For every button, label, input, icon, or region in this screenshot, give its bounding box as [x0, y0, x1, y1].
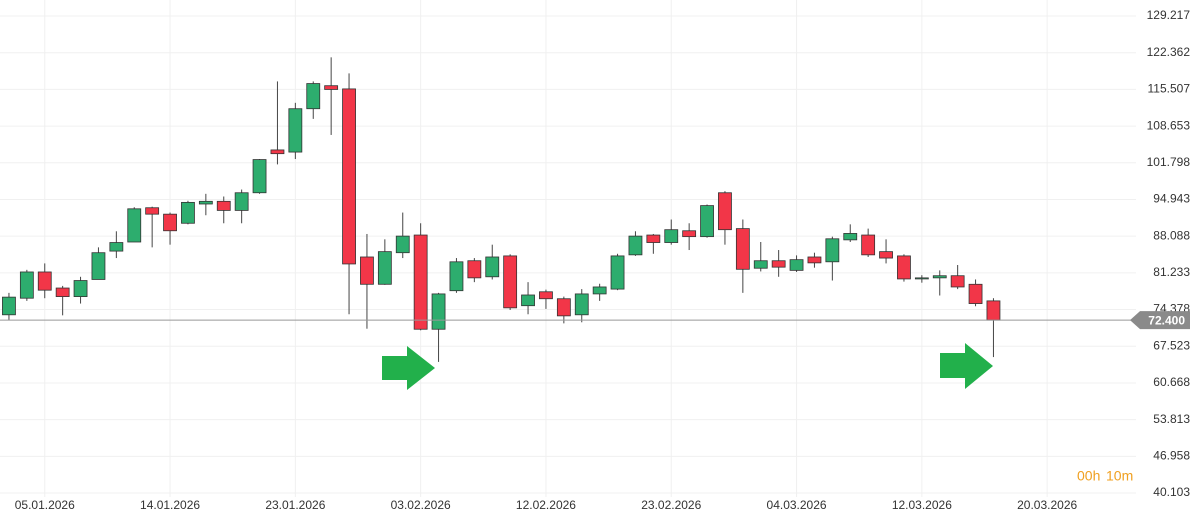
candle-body — [539, 291, 553, 300]
y-tick-label: 122.362 — [1147, 45, 1191, 59]
candle-body — [843, 233, 858, 241]
candle-body — [485, 256, 500, 278]
y-tick-label: 94.943 — [1153, 192, 1190, 206]
candle-body — [718, 192, 732, 231]
y-tick-label: 81.233 — [1153, 265, 1190, 279]
candle-body — [807, 256, 822, 264]
candle-body — [306, 83, 321, 110]
x-tick-label: 12.02.2026 — [516, 498, 576, 512]
candle-body — [91, 252, 106, 280]
candle-body — [914, 277, 929, 280]
y-tick-label: 115.507 — [1148, 82, 1191, 96]
candle-body — [360, 256, 374, 285]
candle-body — [897, 255, 911, 280]
candle-body — [181, 201, 195, 224]
current-price-label: 72.400 — [1148, 313, 1185, 327]
candle-body — [109, 242, 124, 252]
candle-body — [789, 259, 804, 271]
annotation-arrow — [940, 343, 993, 389]
y-tick-label: 67.523 — [1153, 338, 1190, 352]
y-tick-label: 88.088 — [1153, 228, 1190, 242]
candle-body — [986, 300, 1001, 321]
candle-body — [771, 260, 786, 268]
candle-body — [449, 261, 464, 292]
x-tick-label: 03.02.2026 — [391, 498, 451, 512]
annotation-arrow — [382, 346, 435, 390]
candle-body — [861, 234, 876, 256]
x-tick-label: 05.01.2026 — [15, 498, 75, 512]
candle-body — [234, 192, 249, 211]
candle-body — [825, 238, 840, 263]
x-tick-label: 23.02.2026 — [641, 498, 701, 512]
candle-body — [682, 230, 697, 238]
candle-body — [127, 208, 142, 243]
timer-hours: 00h — [1077, 468, 1100, 484]
candle-body — [324, 85, 339, 90]
y-tick-label: 40.103 — [1153, 485, 1190, 499]
candle-body — [932, 275, 947, 279]
candle-body — [55, 287, 70, 297]
overlay: 129.217 122.362 115.507 108.653 101.798 94.94… — [0, 8, 1190, 512]
y-tick-label: 101.798 — [1147, 155, 1191, 169]
x-tick-label: 04.03.2026 — [767, 498, 827, 512]
candle-body — [556, 298, 571, 317]
candle-body — [19, 271, 34, 299]
candle-body — [252, 159, 267, 194]
candle-body — [753, 260, 768, 269]
candle-body — [270, 149, 285, 155]
candle-body — [467, 260, 482, 279]
y-tick-label: 129.217 — [1147, 8, 1191, 22]
candle-body — [735, 228, 750, 270]
candles — [2, 57, 1001, 362]
candle-body — [163, 213, 177, 232]
candle-body — [198, 200, 213, 205]
y-tick-label: 108.653 — [1147, 118, 1191, 132]
candle-body — [879, 251, 893, 259]
candle-body — [288, 108, 303, 153]
candle-body — [628, 235, 643, 256]
y-tick-label: 60.668 — [1153, 375, 1190, 389]
candle-body — [574, 293, 589, 316]
candle-body — [342, 88, 356, 265]
candle-body — [413, 234, 428, 330]
timer-minutes: 10m — [1106, 468, 1133, 484]
candle-body — [216, 200, 231, 211]
x-tick-label: 23.01.2026 — [265, 498, 325, 512]
x-tick-label: 14.01.2026 — [140, 498, 200, 512]
candle-body — [950, 275, 965, 288]
current-price-badge — [1130, 311, 1190, 330]
candle-body — [664, 229, 679, 243]
candle-body — [37, 271, 52, 291]
candle-body — [968, 283, 983, 304]
candle-body — [73, 280, 88, 297]
candle-body — [395, 235, 410, 254]
x-tick-label: 12.03.2026 — [892, 498, 952, 512]
candle-body — [503, 255, 518, 309]
candle-body — [610, 255, 625, 290]
x-tick-label: 20.03.2026 — [1017, 498, 1077, 512]
candle-body — [646, 234, 661, 243]
y-tick-label: 53.813 — [1153, 412, 1190, 426]
candle-body — [521, 294, 535, 307]
candle-body — [145, 207, 160, 215]
candle-body — [431, 293, 446, 330]
candle-body — [377, 251, 392, 285]
y-tick-label: 46.958 — [1153, 449, 1190, 463]
candle-body — [700, 205, 714, 238]
candle-body — [2, 296, 16, 316]
candle-body — [592, 286, 607, 295]
